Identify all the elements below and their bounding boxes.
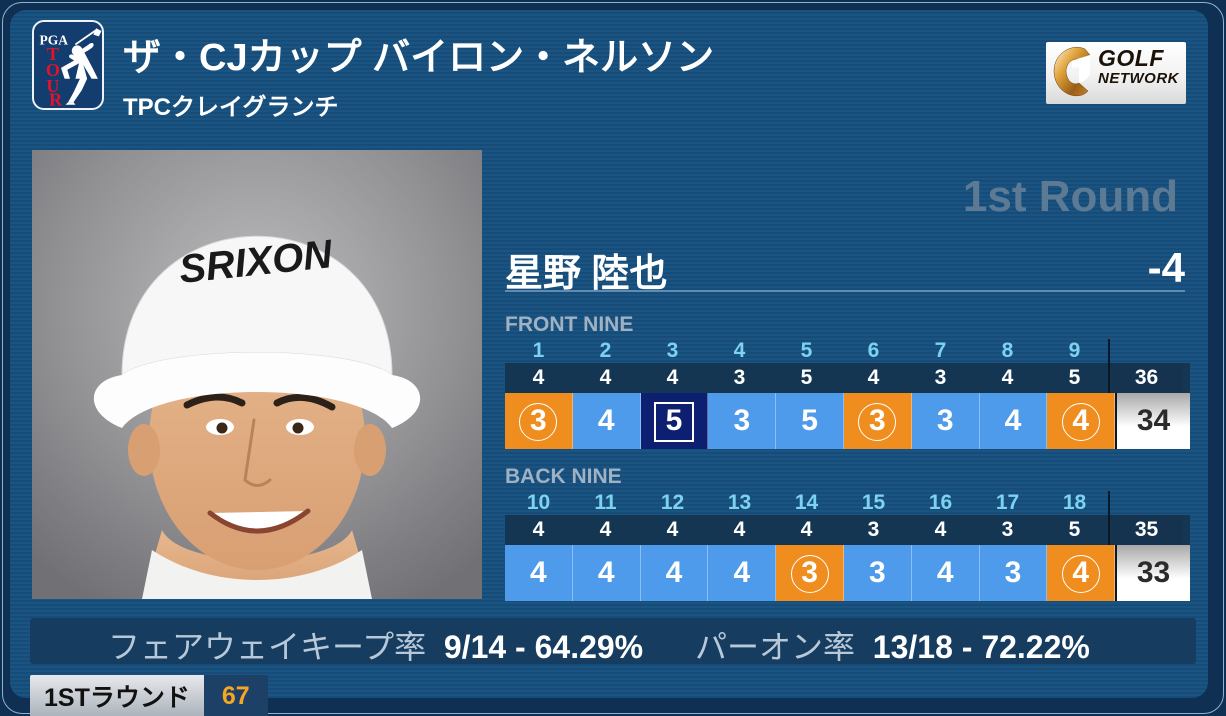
svg-text:R: R	[49, 90, 63, 110]
